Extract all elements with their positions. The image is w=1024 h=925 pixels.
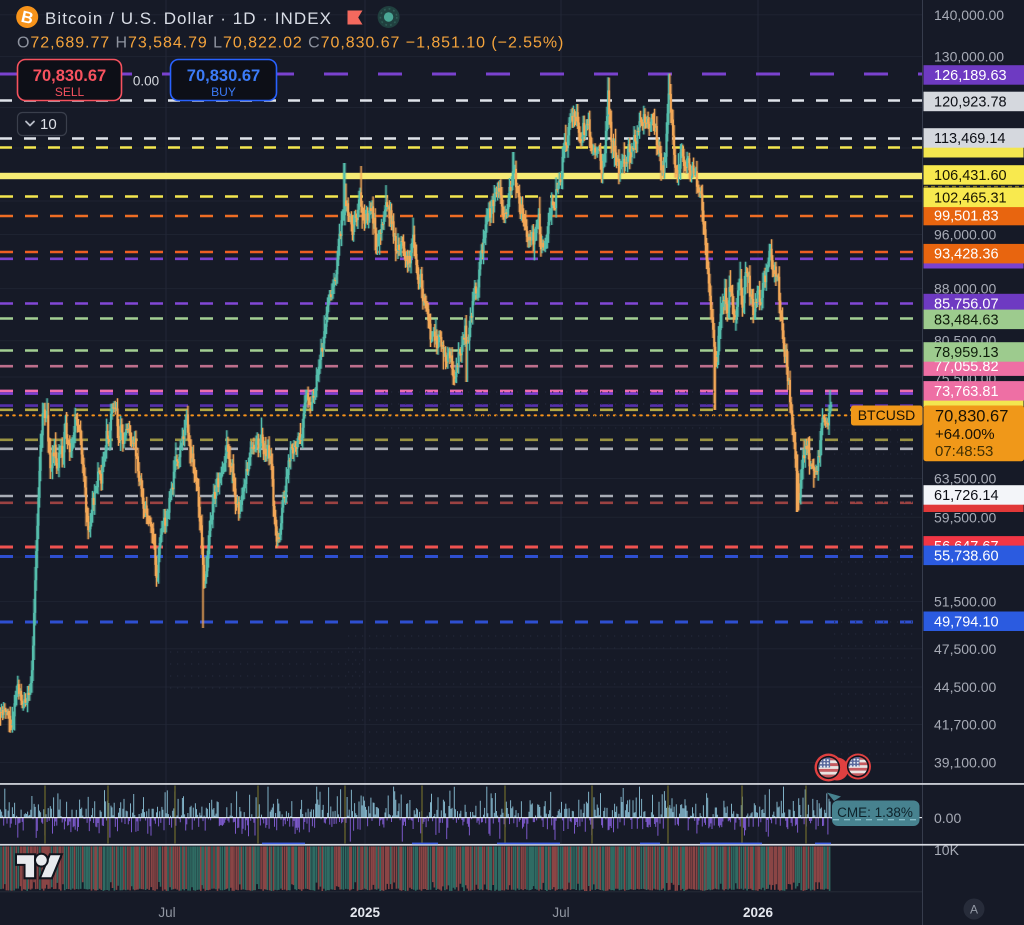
svg-text:78,959.13: 78,959.13 [934, 345, 999, 361]
svg-text:49,794.10: 49,794.10 [934, 614, 999, 630]
svg-text:99,501.83: 99,501.83 [934, 209, 999, 225]
svg-text:BUY: BUY [211, 85, 236, 99]
svg-text:61,726.14: 61,726.14 [934, 488, 999, 504]
svg-text:130,000.00: 130,000.00 [934, 49, 1004, 65]
svg-text:47,500.00: 47,500.00 [934, 641, 996, 657]
svg-text:0.00: 0.00 [133, 74, 159, 89]
svg-text:44,500.00: 44,500.00 [934, 679, 996, 695]
svg-text:88,000.00: 88,000.00 [934, 281, 996, 297]
svg-text:SELL: SELL [55, 85, 85, 99]
svg-text:140,000.00: 140,000.00 [934, 7, 1004, 23]
svg-text:+64.00%: +64.00% [935, 426, 995, 443]
svg-text:93,428.36: 93,428.36 [934, 247, 999, 263]
svg-text:59,500.00: 59,500.00 [934, 509, 996, 525]
svg-text:120,923.78: 120,923.78 [934, 94, 1007, 110]
svg-text:Jul: Jul [552, 905, 569, 920]
svg-text:102,465.31: 102,465.31 [934, 190, 1007, 206]
svg-text:70,830.67: 70,830.67 [33, 67, 106, 85]
svg-text:70,830.67: 70,830.67 [187, 67, 260, 85]
svg-text:73,763.81: 73,763.81 [934, 384, 999, 400]
svg-text:0.00: 0.00 [934, 810, 961, 826]
svg-text:10: 10 [40, 116, 57, 133]
svg-text:O72,689.77 H73,584.79 L70,822.: O72,689.77 H73,584.79 L70,822.02 C70,830… [17, 35, 564, 52]
svg-text:106,431.60: 106,431.60 [934, 168, 1007, 184]
svg-text:51,500.00: 51,500.00 [934, 594, 996, 610]
svg-text:CME: 1.38%: CME: 1.38% [837, 805, 913, 820]
svg-text:70,830.67: 70,830.67 [935, 407, 1008, 425]
svg-text:2025: 2025 [350, 905, 381, 920]
svg-text:10K: 10K [934, 842, 960, 858]
svg-text:126,189.63: 126,189.63 [934, 68, 1007, 84]
svg-text:Bitcoin / U.S. Dollar · 1D · I: Bitcoin / U.S. Dollar · 1D · INDEX [45, 9, 332, 28]
svg-text:A: A [970, 903, 978, 917]
svg-text:85,756.07: 85,756.07 [934, 297, 999, 313]
svg-text:39,100.00: 39,100.00 [934, 755, 996, 771]
svg-text:BTCUSD: BTCUSD [858, 407, 916, 423]
svg-text:83,484.63: 83,484.63 [934, 312, 999, 328]
svg-text:77,055.82: 77,055.82 [934, 359, 999, 375]
svg-text:Jul: Jul [158, 905, 175, 920]
svg-text:07:48:53: 07:48:53 [935, 443, 993, 460]
svg-text:2026: 2026 [743, 905, 774, 920]
svg-text:55,738.60: 55,738.60 [934, 548, 999, 564]
svg-text:113,469.14: 113,469.14 [934, 131, 1006, 147]
svg-text:63,500.00: 63,500.00 [934, 471, 996, 487]
svg-text:B: B [19, 8, 35, 28]
svg-text:96,000.00: 96,000.00 [934, 227, 996, 243]
svg-text:41,700.00: 41,700.00 [934, 717, 996, 733]
